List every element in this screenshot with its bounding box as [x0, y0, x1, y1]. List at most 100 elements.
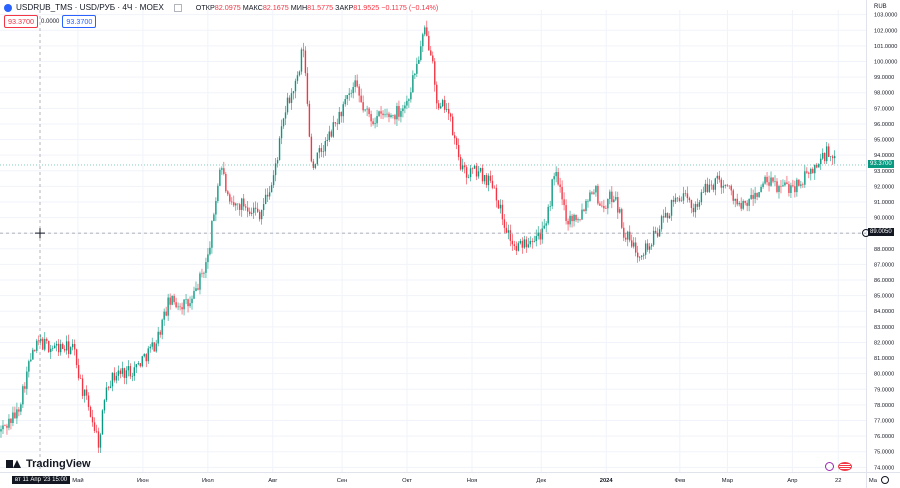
candle-body [193, 291, 195, 299]
candle-body [181, 307, 183, 310]
candle-body [83, 389, 86, 396]
candle-body [702, 192, 705, 193]
candle-body [32, 349, 34, 360]
y-tick-label: 75.0000 [874, 450, 894, 456]
candle-body [22, 386, 24, 405]
candle-body [95, 430, 98, 432]
flag-icon[interactable] [838, 462, 852, 471]
y-tick-label: 99.0000 [874, 75, 894, 81]
candle-body [278, 138, 281, 161]
time-axis[interactable]: Май Июн Июл Авг Сен Окт Ноя Дек 2024 Фев Мар Апр 22 М… [0, 472, 900, 485]
candle-body [237, 203, 239, 205]
candle-body [826, 146, 828, 162]
candle-body [432, 55, 434, 62]
candle-body [696, 203, 699, 207]
candle-body [830, 156, 832, 158]
candle-body [175, 302, 177, 308]
candle-body [231, 201, 233, 203]
tradingview-logo[interactable]: TradingView [6, 458, 91, 470]
candle-body [627, 231, 629, 240]
candle-body [754, 192, 756, 199]
candle-body [75, 349, 78, 366]
candle-body [613, 199, 615, 203]
candle-body [453, 135, 456, 139]
candle-body [597, 185, 599, 204]
candle-body [241, 198, 243, 210]
candle-body [10, 418, 12, 424]
candle-body [537, 232, 539, 237]
candle-body [272, 175, 275, 186]
candle-body [656, 232, 659, 237]
y-tick-label: 88.0000 [874, 247, 894, 253]
candle-body [191, 298, 193, 304]
candle-body [732, 190, 734, 201]
candle-body [438, 103, 440, 109]
candle-body [706, 183, 709, 192]
candle-body [247, 207, 249, 212]
candle-body [798, 179, 800, 186]
y-tick-label: 101.0000 [874, 44, 897, 50]
currency-label[interactable]: RUB [874, 4, 887, 10]
candle-body [65, 341, 68, 351]
candle-body [828, 146, 830, 157]
candle-body [209, 247, 211, 255]
bolt-icon[interactable] [825, 462, 834, 471]
candle-body [489, 175, 492, 181]
price-axis[interactable]: 103.0000 102.0000 101.0000 100.0000 99.0000 9… [866, 0, 898, 488]
candle-body [704, 183, 707, 193]
candle-body [495, 187, 498, 201]
candle-body [380, 111, 382, 114]
candle-body [221, 168, 223, 170]
symbol-title[interactable]: USDRUB_TMS · USD/РУБ · 4Ч · MOEX [16, 3, 164, 12]
candle-body [833, 156, 836, 159]
gear-icon[interactable] [881, 476, 889, 484]
candle-body [282, 118, 285, 127]
candle-body [617, 197, 619, 213]
square-icon[interactable] [173, 3, 182, 12]
candle-body [533, 241, 535, 242]
candle-body [601, 205, 603, 207]
candle-body [744, 201, 746, 203]
candle-body [362, 102, 364, 111]
candle-body [816, 164, 818, 168]
candle-body [256, 208, 259, 212]
candle-body [254, 207, 257, 209]
candle-body [113, 372, 116, 381]
candle-body [356, 80, 358, 87]
candle-body [563, 199, 565, 206]
candle-body [239, 204, 241, 210]
candle-body [286, 97, 289, 113]
buy-price-button[interactable]: 93.3700 [62, 15, 97, 28]
candle-body [436, 84, 438, 104]
candle-body [296, 75, 299, 81]
sell-price-button[interactable]: 93.3700 [4, 15, 38, 28]
candle-body [338, 111, 340, 125]
candle-body [581, 209, 583, 220]
candle-body [384, 114, 386, 116]
candle-body [201, 273, 203, 275]
crosshair-time-tag: вт 11 Апр '23 15:00 [12, 476, 71, 484]
candle-body [223, 168, 225, 174]
candle-body [276, 160, 279, 164]
candle-body [509, 230, 512, 241]
candle-body [85, 389, 88, 396]
candle-body [314, 164, 317, 168]
candle-body [322, 151, 325, 152]
ohlc-values: ОТКР82.0975 МАКС82.1675 МИН81.5775 ЗАКР8… [196, 3, 438, 12]
candle-body [18, 409, 20, 412]
candle-body [111, 372, 114, 387]
candle-body [666, 212, 669, 219]
candle-body [471, 168, 474, 169]
candle-body [109, 386, 112, 389]
candle-body [507, 230, 510, 233]
candle-body [543, 225, 545, 229]
candle-body [529, 240, 531, 245]
candle-body [758, 192, 760, 197]
candle-body [203, 272, 205, 274]
candle-body [519, 240, 522, 244]
candle-body [38, 340, 40, 342]
candle-body [700, 192, 703, 203]
candle-body [171, 295, 173, 305]
high-value: 82.1675 [262, 3, 289, 12]
